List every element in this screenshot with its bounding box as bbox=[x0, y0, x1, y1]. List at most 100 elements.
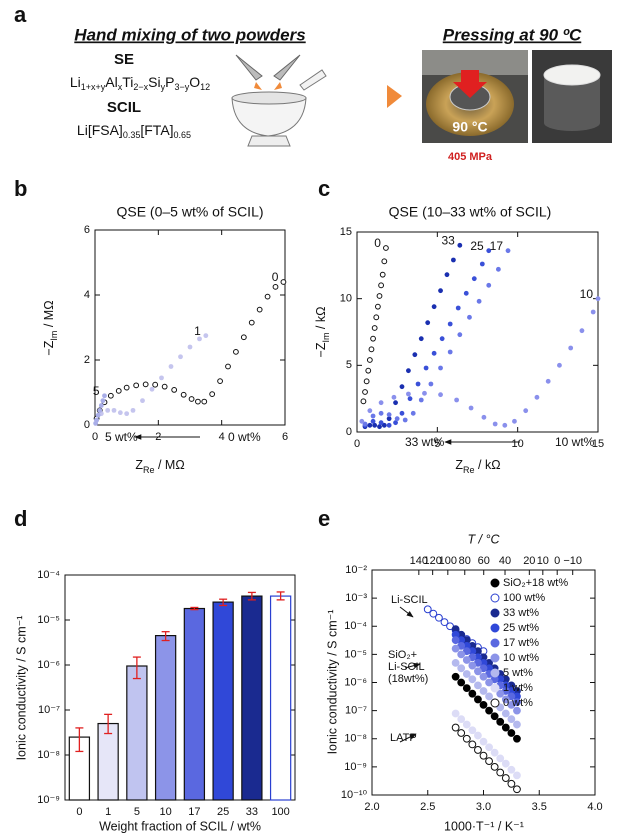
data-point bbox=[462, 670, 471, 678]
data-point bbox=[360, 398, 367, 405]
annotation: Li-SCIL bbox=[391, 594, 428, 606]
data-point bbox=[124, 411, 130, 417]
data-point bbox=[496, 768, 505, 777]
annotation: LATP bbox=[390, 732, 417, 744]
data-point bbox=[447, 349, 453, 355]
data-point bbox=[513, 785, 521, 794]
data-point bbox=[171, 387, 178, 393]
data-point bbox=[374, 303, 381, 310]
data-point bbox=[105, 407, 111, 413]
chart-title: QSE (10–33 wt% of SCIL) bbox=[389, 204, 552, 220]
data-point bbox=[492, 421, 498, 427]
data-point bbox=[438, 365, 443, 371]
data-point bbox=[376, 293, 383, 299]
data-point bbox=[451, 709, 460, 718]
data-point bbox=[451, 672, 460, 681]
data-point bbox=[505, 248, 511, 254]
data-point bbox=[485, 706, 493, 715]
data-point bbox=[422, 390, 427, 396]
bar bbox=[269, 595, 292, 801]
data-point bbox=[457, 715, 466, 723]
label-part: Re bbox=[143, 465, 155, 475]
data-point bbox=[365, 367, 372, 374]
data-point bbox=[507, 765, 516, 774]
annotation: 5 wt% bbox=[105, 430, 138, 444]
data-point bbox=[545, 378, 551, 384]
legend-marker bbox=[490, 623, 500, 633]
panel-label: e bbox=[318, 506, 330, 531]
x-axis-label: ZRe / MΩ bbox=[135, 458, 184, 475]
annotation: 33 wt% bbox=[405, 435, 445, 449]
data-point bbox=[115, 387, 122, 394]
x-tick-label: 0 bbox=[76, 806, 82, 818]
series-label: 5 bbox=[93, 384, 100, 398]
data-point bbox=[152, 381, 159, 388]
data-point bbox=[248, 319, 255, 326]
label-part: / MΩ bbox=[154, 458, 184, 472]
data-point bbox=[367, 422, 373, 428]
pressure-label: 405 MPa bbox=[448, 151, 493, 163]
data-point bbox=[372, 422, 378, 428]
data-point bbox=[462, 684, 471, 693]
data-point bbox=[457, 678, 466, 687]
annotation-arrow bbox=[399, 733, 417, 743]
legend-label: 100 wt% bbox=[503, 592, 545, 604]
legend-label: 0 wt% bbox=[503, 697, 533, 709]
data-point bbox=[201, 398, 208, 405]
x-tick-label: 2.0 bbox=[364, 801, 379, 813]
data-point bbox=[579, 328, 585, 334]
panel-label: a bbox=[14, 2, 27, 27]
data-point bbox=[394, 416, 400, 422]
data-point bbox=[280, 279, 287, 285]
legend-marker bbox=[490, 653, 500, 663]
data-point bbox=[373, 314, 380, 321]
x-tick-label: 4 bbox=[219, 431, 225, 443]
data-point bbox=[117, 410, 123, 416]
data-point bbox=[363, 378, 370, 385]
data-point bbox=[407, 396, 413, 402]
y-tick-label: 10⁻⁸ bbox=[344, 733, 367, 745]
y-tick-label: 10 bbox=[340, 293, 352, 305]
y-tick-label: 0 bbox=[346, 426, 352, 438]
x-tick-label: 0 bbox=[92, 431, 98, 443]
data-point bbox=[468, 726, 477, 735]
data-point bbox=[130, 407, 136, 413]
y-tick-label: 10⁻⁷ bbox=[345, 705, 367, 717]
data-point bbox=[486, 282, 492, 288]
data-point bbox=[256, 306, 263, 313]
left-title: Hand mixing of two powders bbox=[74, 25, 305, 44]
y-tick-label: 10⁻² bbox=[345, 564, 367, 576]
x-tick-label: 4.0 bbox=[587, 801, 602, 813]
annotation-arrow bbox=[404, 662, 421, 669]
annotation-arrow bbox=[399, 606, 414, 618]
data-point bbox=[479, 700, 488, 709]
data-point bbox=[490, 712, 499, 721]
data-point bbox=[368, 346, 375, 353]
data-point bbox=[431, 304, 437, 310]
top-tick-label: 20 bbox=[523, 555, 535, 567]
y-tick-label: 10⁻³ bbox=[345, 592, 367, 604]
x-tick-label: 10 bbox=[512, 438, 524, 450]
x-tick-label: 6 bbox=[282, 431, 288, 443]
data-point bbox=[391, 394, 397, 400]
plot-frame bbox=[64, 574, 296, 801]
label-part: / MΩ bbox=[42, 300, 56, 330]
annotation: SiO₂+ bbox=[388, 649, 417, 661]
data-point bbox=[370, 335, 376, 342]
data-point bbox=[495, 266, 501, 272]
x-tick-label: 2 bbox=[155, 431, 161, 443]
data-point bbox=[111, 407, 117, 413]
data-point bbox=[474, 695, 482, 704]
x-tick-label: 3.5 bbox=[532, 801, 547, 813]
data-point bbox=[233, 348, 239, 355]
y-tick-label: 2 bbox=[84, 354, 90, 366]
data-point bbox=[490, 762, 499, 771]
data-point bbox=[180, 391, 187, 398]
legend-label: 17 wt% bbox=[503, 637, 539, 649]
top-tick-label: 140 bbox=[410, 555, 428, 567]
data-point bbox=[523, 408, 529, 414]
data-point bbox=[359, 418, 365, 424]
data-point bbox=[393, 400, 398, 406]
x-tick-label: 2.5 bbox=[420, 801, 435, 813]
y-axis-label: Ionic conductivity / S cm⁻¹ bbox=[325, 610, 339, 755]
